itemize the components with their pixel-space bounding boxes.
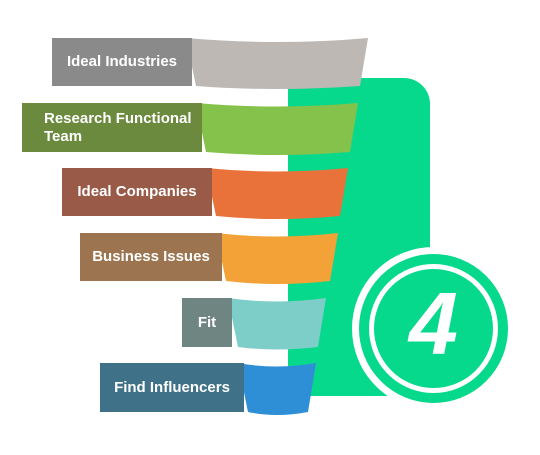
step-number-badge: 4 <box>352 247 515 410</box>
funnel-segment-fit <box>228 298 326 350</box>
step-number: 4 <box>409 274 458 373</box>
stage-tab-5: Fit <box>182 298 232 347</box>
stage-tab-1: Ideal Industries <box>52 38 192 86</box>
stage-label-1: Ideal Industries <box>66 53 178 70</box>
funnel-segment-research-functional-team <box>196 103 358 155</box>
stage-tab-6: Find Influencers <box>100 363 244 412</box>
funnel-segment-business-issues <box>216 233 338 284</box>
stage-label-5: Fit <box>197 313 217 331</box>
stage-tab-4: Business Issues <box>80 233 222 281</box>
stage-label-2: Research Functional Team <box>44 109 192 145</box>
stage-tab-3: Ideal Companies <box>62 168 212 216</box>
funnel-segment-find-influencers <box>238 363 316 415</box>
badge-inner-ring <box>369 264 498 393</box>
stage-label-3: Ideal Companies <box>77 183 197 200</box>
funnel-segment-ideal-companies <box>206 168 348 219</box>
stage-label-4: Business Issues <box>92 248 210 265</box>
stage-tab-2: Research Functional Team <box>22 103 202 152</box>
stage-label-6: Find Influencers <box>114 378 230 396</box>
funnel-segment-ideal-industries <box>186 38 368 89</box>
